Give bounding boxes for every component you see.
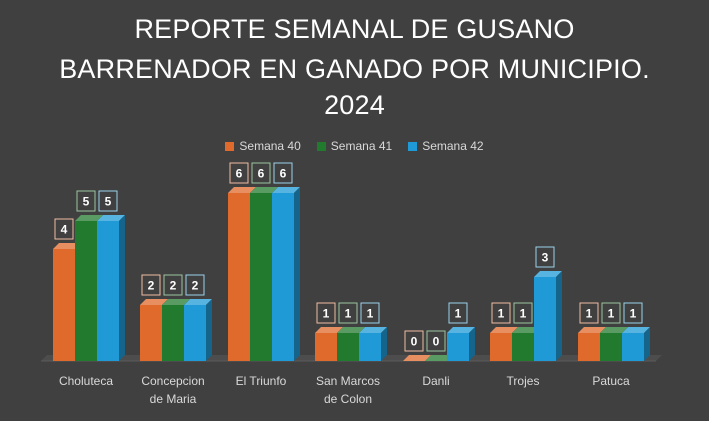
bar bbox=[97, 215, 125, 361]
data-label: 5 bbox=[76, 190, 96, 212]
x-tick-label: Concepcion de Maria bbox=[141, 374, 204, 406]
svg-text:1: 1 bbox=[367, 307, 374, 321]
data-label: 1 bbox=[579, 302, 599, 324]
data-label: 2 bbox=[185, 274, 205, 296]
chart-title-line-1: REPORTE SEMANAL DE GUSANO bbox=[134, 14, 575, 44]
svg-text:6: 6 bbox=[236, 167, 243, 181]
svg-text:4: 4 bbox=[61, 223, 68, 237]
data-label: 3 bbox=[535, 246, 555, 268]
x-tick-label: Danli bbox=[422, 374, 449, 388]
data-label: 0 bbox=[426, 330, 446, 352]
x-tick-label: Trojes bbox=[507, 374, 540, 388]
svg-text:6: 6 bbox=[258, 167, 265, 181]
legend-item-semana-40: Semana 40 bbox=[225, 139, 301, 153]
data-label: 1 bbox=[623, 302, 643, 324]
legend-label-semana-40: Semana 40 bbox=[239, 139, 301, 153]
bar bbox=[403, 355, 431, 361]
data-label: 1 bbox=[513, 302, 533, 324]
svg-text:2: 2 bbox=[192, 279, 199, 293]
data-label: 6 bbox=[251, 162, 271, 184]
x-tick-label: El Triunfo bbox=[236, 374, 287, 388]
chart-title-line-3: 2024 bbox=[324, 90, 385, 120]
legend-label-semana-41: Semana 41 bbox=[330, 139, 393, 153]
bar bbox=[359, 327, 387, 361]
svg-text:1: 1 bbox=[520, 307, 527, 321]
data-label: 2 bbox=[163, 274, 183, 296]
svg-text:1: 1 bbox=[608, 307, 615, 321]
bar bbox=[184, 299, 212, 361]
bottom-border bbox=[0, 421, 709, 424]
x-tick-label: San Marcos de Colon bbox=[316, 374, 380, 406]
svg-text:1: 1 bbox=[630, 307, 637, 321]
svg-text:0: 0 bbox=[411, 335, 418, 349]
legend-item-semana-42: Semana 42 bbox=[408, 139, 484, 153]
legend-item-semana-41: Semana 41 bbox=[316, 139, 393, 153]
svg-text:1: 1 bbox=[455, 307, 462, 321]
bar bbox=[534, 271, 562, 361]
svg-text:1: 1 bbox=[323, 307, 330, 321]
legend-swatch-semana-40 bbox=[225, 141, 235, 151]
x-tick-label: Patuca bbox=[592, 374, 630, 388]
svg-text:6: 6 bbox=[280, 167, 287, 181]
data-label: 5 bbox=[98, 190, 118, 212]
legend-label-semana-42: Semana 42 bbox=[422, 139, 484, 153]
bar bbox=[425, 355, 453, 361]
data-label: 1 bbox=[338, 302, 358, 324]
bar bbox=[622, 327, 650, 361]
chart-title-line-2: BARRENADOR EN GANADO POR MUNICIPIO. bbox=[59, 54, 650, 84]
svg-text:1: 1 bbox=[498, 307, 505, 321]
svg-text:1: 1 bbox=[345, 307, 352, 321]
legend: Semana 40 Semana 41 Semana 42 bbox=[0, 139, 709, 153]
data-label: 2 bbox=[141, 274, 161, 296]
data-label: 1 bbox=[601, 302, 621, 324]
svg-text:1: 1 bbox=[586, 307, 593, 321]
data-label: 6 bbox=[229, 162, 249, 184]
svg-text:0: 0 bbox=[433, 335, 440, 349]
legend-swatch-semana-41 bbox=[316, 141, 326, 151]
data-label: 1 bbox=[360, 302, 380, 324]
data-label: 1 bbox=[316, 302, 336, 324]
svg-text:5: 5 bbox=[105, 195, 112, 209]
bar bbox=[272, 187, 300, 361]
data-label: 1 bbox=[448, 302, 468, 324]
data-label: 1 bbox=[491, 302, 511, 324]
legend-swatch-semana-42 bbox=[408, 141, 418, 151]
x-tick-label: Choluteca bbox=[59, 374, 113, 388]
data-label: 6 bbox=[273, 162, 293, 184]
bar bbox=[447, 327, 475, 361]
svg-text:3: 3 bbox=[542, 251, 549, 265]
data-label: 4 bbox=[54, 218, 74, 240]
svg-text:5: 5 bbox=[83, 195, 90, 209]
svg-text:2: 2 bbox=[170, 279, 177, 293]
svg-text:2: 2 bbox=[148, 279, 155, 293]
data-label: 0 bbox=[404, 330, 424, 352]
